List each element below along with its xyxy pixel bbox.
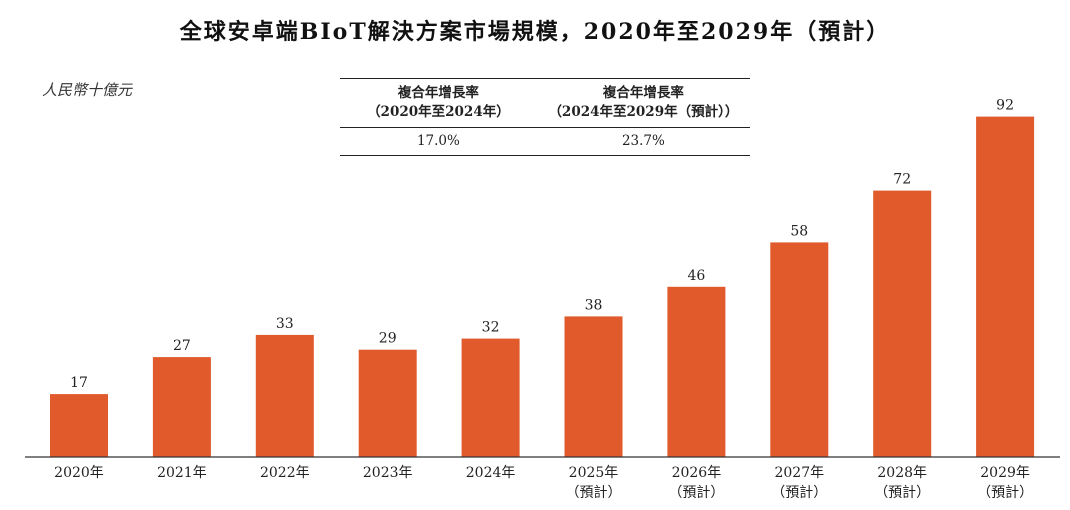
bars-group: 17 2020年 27 2021年 33 2022年 29 2023年 32 2024年 38 202… [50,98,1035,501]
data-label-9: 92 [996,98,1014,114]
x-tick-label-3: 2023年 [363,465,413,481]
cagr-value-2020-2024: 17.0% [416,133,460,149]
bar-9 [976,116,1035,457]
data-label-7: 58 [790,223,808,239]
data-label-2: 33 [276,316,294,332]
bar-4 [461,338,520,457]
bar-8 [873,190,932,457]
cagr-header-row: 複合年增長率 （2020年至2024年） 複合年增長率 （2024年至2029年… [340,78,750,128]
x-tick-label-6: 2026年 [672,465,722,481]
cagr-header-period: （2024年至2029年（預計）） [548,104,739,120]
x-tick-label-4: 2024年 [466,465,516,481]
x-tick-sublabel-7: （預計） [771,485,827,501]
bar-5 [564,316,623,457]
x-tick-label-8: 2028年 [877,465,927,481]
bar-1 [152,357,211,457]
x-tick-label-5: 2025年 [569,465,619,481]
cagr-header-2024-2029: 複合年增長率 （2024年至2029年（預計）） [537,79,750,128]
bar-7 [770,242,829,457]
unit-label: 人民幣十億元 [42,81,133,99]
data-label-8: 72 [893,172,911,188]
data-label-6: 46 [687,268,705,284]
cagr-table: 複合年增長率 （2020年至2024年） 複合年增長率 （2024年至2029年… [340,78,750,156]
cagr-header-line: 複合年增長率 [397,85,479,101]
x-tick-sublabel-8: （預計） [874,485,930,501]
chart-title: 全球安卓端BIoT解決方案市場規模，2020年至2029年（預計） [179,19,891,45]
x-tick-label-7: 2027年 [774,465,824,481]
bar-6 [667,286,726,457]
x-tick-sublabel-6: （預計） [668,485,724,501]
x-tick-sublabel-9: （預計） [977,485,1033,501]
x-tick-label-0: 2020年 [54,465,104,481]
cagr-header-period: （2020年至2024年） [367,104,510,120]
cagr-header-line: 複合年增長率 [602,85,684,101]
data-label-1: 27 [173,338,191,354]
data-label-5: 38 [585,297,603,313]
x-tick-sublabel-5: （預計） [566,485,622,501]
x-tick-label-2: 2022年 [260,465,310,481]
x-tick-label-1: 2021年 [157,465,207,481]
bar-3 [358,349,417,457]
cagr-value-2024-2029: 23.7% [621,133,665,149]
x-tick-label-9: 2029年 [980,465,1030,481]
data-label-0: 17 [70,375,88,391]
bar-0 [50,394,108,457]
data-label-4: 32 [482,320,500,336]
data-label-3: 29 [379,331,397,347]
bar-2 [255,334,314,457]
cagr-header-2020-2024: 複合年增長率 （2020年至2024年） [340,79,537,128]
cagr-value-row: 17.0% 23.7% [340,128,750,156]
